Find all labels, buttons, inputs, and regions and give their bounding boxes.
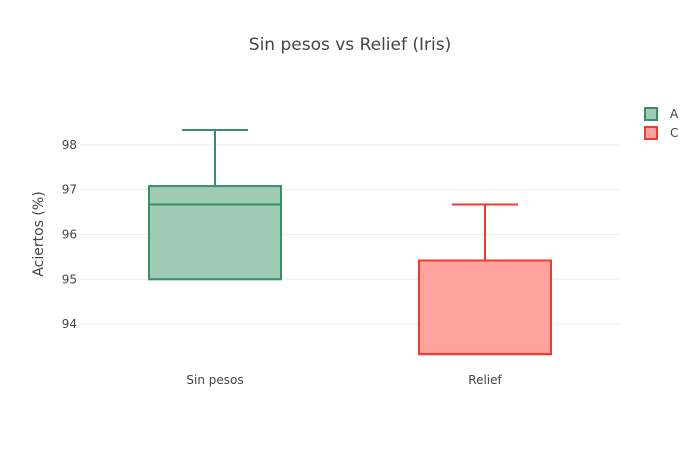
- legend-swatch: [644, 107, 658, 121]
- y-tick-label: 98: [62, 138, 77, 152]
- box-iqr: [418, 259, 552, 356]
- boxes: [148, 129, 552, 356]
- y-tick-label: 94: [62, 317, 77, 331]
- legend-label: C: [670, 126, 678, 140]
- x-tick-label: Relief: [468, 373, 502, 387]
- box-iqr: [148, 185, 282, 281]
- y-axis-title: Aciertos (%): [31, 191, 47, 276]
- box-C[interactable]: [418, 203, 552, 356]
- axes: 94 95 96 97 98 Sin pesos Relief: [62, 138, 503, 387]
- x-tick-label: Sin pesos: [186, 373, 243, 387]
- y-tick-label: 97: [62, 183, 77, 197]
- y-tick-label: 95: [62, 272, 77, 286]
- legend-swatch: [644, 126, 658, 140]
- legend-item-C[interactable]: C: [644, 126, 678, 140]
- box-A[interactable]: [148, 129, 282, 281]
- y-tick-label: 96: [62, 227, 77, 241]
- legend-label: A: [670, 107, 679, 121]
- legend[interactable]: AC: [644, 107, 679, 140]
- legend-item-A[interactable]: A: [644, 107, 679, 121]
- chart-title: Sin pesos vs Relief (Iris): [249, 35, 451, 55]
